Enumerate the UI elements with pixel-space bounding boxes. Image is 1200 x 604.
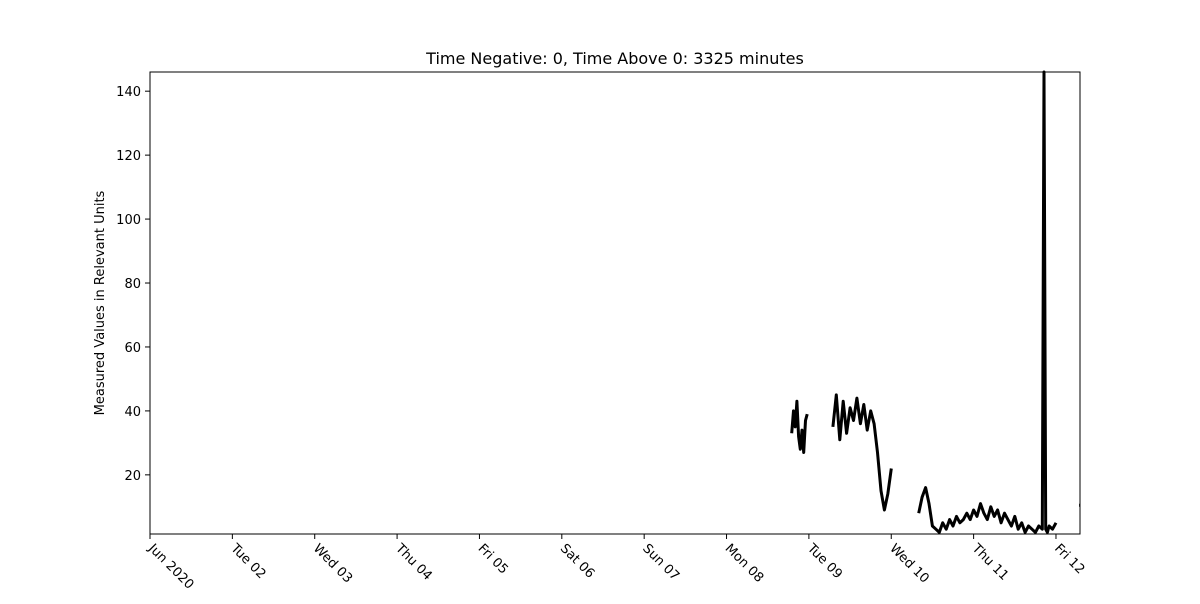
x-tick-label: Tue 02: [227, 541, 269, 583]
plot-frame: [149, 71, 1081, 535]
y-tick-label: 100: [116, 213, 141, 228]
axis-ticks: 20 40 60 80 100 120 140 Jun 2020 Tue 02 Wed 03 Thu…: [116, 85, 1087, 592]
y-tick-label: 120: [116, 149, 141, 164]
chart-title: Time Negative: 0, Time Above 0: 3325 min…: [425, 49, 804, 68]
y-tick-label: 140: [116, 85, 141, 100]
x-tick-label: Tue 09: [803, 541, 845, 583]
y-tick-label: 40: [124, 405, 141, 420]
x-tick-label: Fri 05: [475, 541, 511, 577]
series-line-segment: [917, 70, 1058, 534]
y-axis-label: Measured Values in Relevant Units: [93, 190, 108, 415]
y-tick-label: 60: [124, 341, 141, 356]
x-tick-label: Thu 11: [968, 541, 1011, 584]
x-tick-label: Fri 12: [1051, 541, 1087, 577]
y-tick-label: 80: [124, 277, 141, 292]
x-tick-label: Thu 04: [392, 541, 435, 584]
series-line-segment: [790, 399, 809, 454]
x-tick-label: Sat 06: [557, 541, 597, 581]
series-line-segment: [831, 393, 893, 512]
x-tick-label: Mon 08: [722, 541, 767, 586]
x-tick-label: Sun 07: [639, 541, 682, 584]
x-tick-label: Wed 03: [310, 541, 355, 586]
x-tick-label: Wed 10: [886, 541, 931, 586]
x-tick-label: Jun 2020: [144, 541, 196, 593]
series-lines: [790, 70, 1080, 534]
y-tick-label: 20: [124, 469, 141, 484]
